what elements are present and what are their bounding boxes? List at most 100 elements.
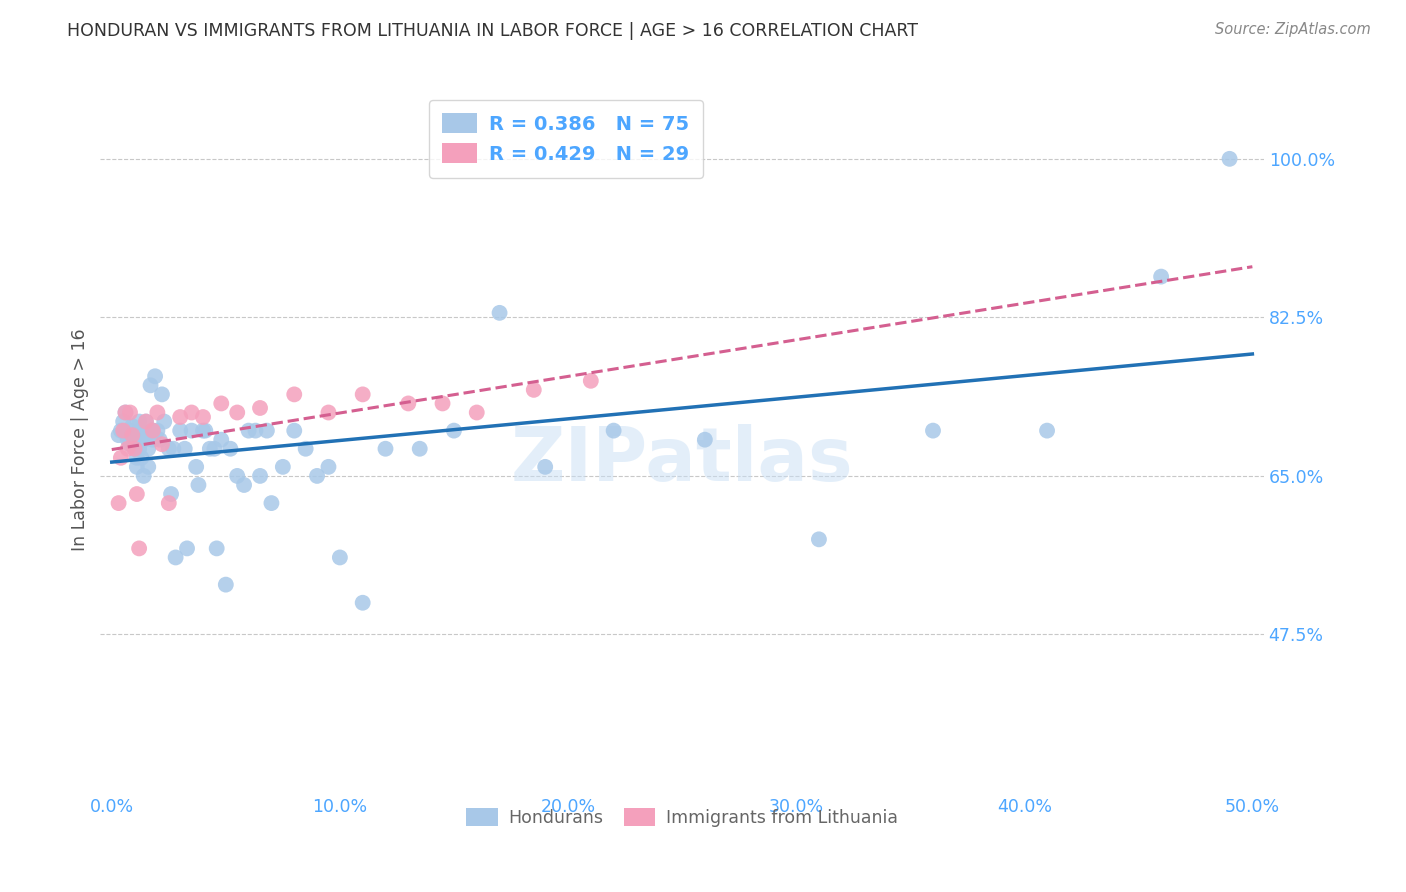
Point bbox=[143, 369, 166, 384]
Point bbox=[260, 496, 283, 510]
Point bbox=[114, 405, 136, 419]
Point bbox=[191, 424, 214, 438]
Point bbox=[112, 424, 135, 438]
Point bbox=[150, 437, 173, 451]
Point bbox=[396, 396, 419, 410]
Point bbox=[128, 415, 150, 429]
Point bbox=[176, 541, 198, 556]
Point bbox=[165, 550, 187, 565]
Point bbox=[125, 487, 148, 501]
Point bbox=[160, 487, 183, 501]
Point bbox=[283, 387, 305, 401]
Point bbox=[922, 424, 945, 438]
Point bbox=[202, 442, 225, 456]
Point bbox=[142, 424, 165, 438]
Point bbox=[117, 433, 139, 447]
Point bbox=[271, 459, 294, 474]
Point bbox=[488, 306, 510, 320]
Point bbox=[409, 442, 432, 456]
Point bbox=[602, 424, 624, 438]
Point bbox=[226, 405, 249, 419]
Point bbox=[294, 442, 316, 456]
Point bbox=[238, 424, 260, 438]
Point bbox=[465, 405, 488, 419]
Point bbox=[125, 450, 148, 465]
Point bbox=[523, 383, 546, 397]
Point bbox=[124, 428, 146, 442]
Text: ZIPatlas: ZIPatlas bbox=[510, 425, 853, 498]
Point bbox=[135, 415, 157, 429]
Point bbox=[307, 469, 329, 483]
Point bbox=[117, 442, 139, 456]
Point bbox=[135, 428, 157, 442]
Point bbox=[135, 415, 157, 429]
Point bbox=[132, 433, 155, 447]
Point bbox=[205, 541, 228, 556]
Point bbox=[114, 405, 136, 419]
Point bbox=[191, 410, 214, 425]
Point bbox=[318, 459, 340, 474]
Point bbox=[150, 387, 173, 401]
Point bbox=[110, 450, 132, 465]
Point bbox=[157, 496, 180, 510]
Text: Source: ZipAtlas.com: Source: ZipAtlas.com bbox=[1215, 22, 1371, 37]
Point bbox=[352, 596, 374, 610]
Point bbox=[215, 577, 238, 591]
Point bbox=[318, 405, 340, 419]
Point bbox=[107, 496, 129, 510]
Point bbox=[153, 415, 176, 429]
Point bbox=[132, 469, 155, 483]
Y-axis label: In Labor Force | Age > 16: In Labor Force | Age > 16 bbox=[72, 328, 89, 551]
Point bbox=[352, 387, 374, 401]
Point bbox=[180, 424, 202, 438]
Point bbox=[107, 428, 129, 442]
Point bbox=[139, 378, 162, 392]
Point bbox=[329, 550, 352, 565]
Point bbox=[209, 396, 232, 410]
Point bbox=[118, 424, 141, 438]
Point bbox=[1219, 152, 1241, 166]
Point bbox=[187, 478, 209, 492]
Point bbox=[125, 459, 148, 474]
Point bbox=[219, 442, 242, 456]
Point bbox=[162, 442, 184, 456]
Point bbox=[112, 415, 135, 429]
Point bbox=[169, 424, 191, 438]
Point bbox=[579, 374, 602, 388]
Point bbox=[233, 478, 256, 492]
Point bbox=[124, 442, 146, 456]
Point bbox=[374, 442, 396, 456]
Point bbox=[128, 442, 150, 456]
Point bbox=[128, 541, 150, 556]
Point bbox=[146, 424, 169, 438]
Point bbox=[209, 433, 232, 447]
Point bbox=[124, 442, 146, 456]
Point bbox=[173, 442, 195, 456]
Point bbox=[118, 437, 141, 451]
Point bbox=[693, 433, 716, 447]
Point bbox=[121, 428, 143, 442]
Point bbox=[226, 469, 249, 483]
Point bbox=[149, 433, 172, 447]
Point bbox=[146, 405, 169, 419]
Point bbox=[1150, 269, 1173, 284]
Point bbox=[198, 442, 221, 456]
Point bbox=[432, 396, 454, 410]
Point bbox=[136, 442, 159, 456]
Point bbox=[249, 401, 271, 415]
Point bbox=[283, 424, 305, 438]
Point bbox=[194, 424, 217, 438]
Point bbox=[131, 450, 153, 465]
Point bbox=[256, 424, 278, 438]
Point bbox=[121, 419, 143, 434]
Point bbox=[142, 433, 165, 447]
Point bbox=[180, 405, 202, 419]
Point bbox=[245, 424, 267, 438]
Point bbox=[1036, 424, 1059, 438]
Point bbox=[249, 469, 271, 483]
Legend: Hondurans, Immigrants from Lithuania: Hondurans, Immigrants from Lithuania bbox=[460, 801, 904, 834]
Point bbox=[110, 424, 132, 438]
Point bbox=[118, 405, 141, 419]
Text: HONDURAN VS IMMIGRANTS FROM LITHUANIA IN LABOR FORCE | AGE > 16 CORRELATION CHAR: HONDURAN VS IMMIGRANTS FROM LITHUANIA IN… bbox=[67, 22, 918, 40]
Point bbox=[534, 459, 557, 474]
